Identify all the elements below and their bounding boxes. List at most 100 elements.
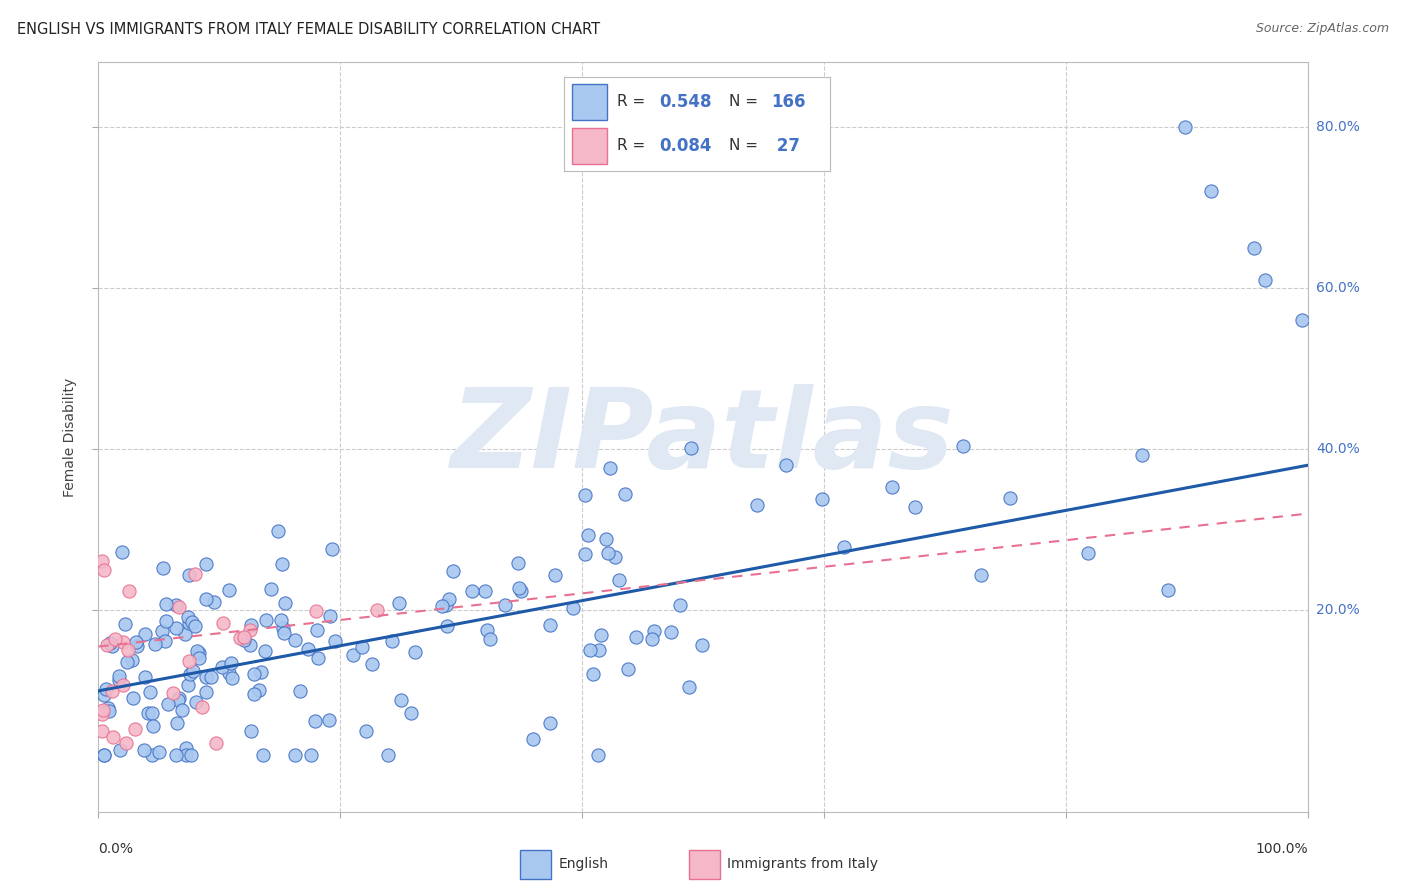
Point — [167, 600, 190, 615]
Point — [91, 554, 114, 568]
Point — [181, 615, 204, 629]
Point — [834, 540, 856, 554]
Point — [91, 724, 114, 739]
Point — [112, 678, 135, 692]
Point — [243, 688, 266, 702]
Point — [134, 670, 156, 684]
Point — [98, 704, 121, 718]
Text: 0.0%: 0.0% — [98, 842, 134, 856]
Point — [578, 643, 600, 657]
Point — [366, 603, 388, 617]
Point — [174, 740, 197, 755]
Point — [581, 666, 603, 681]
Point — [167, 693, 190, 707]
Text: Source: ZipAtlas.com: Source: ZipAtlas.com — [1256, 22, 1389, 36]
Point — [273, 626, 295, 640]
Point — [150, 624, 173, 638]
Point — [177, 678, 200, 692]
Point — [98, 636, 121, 650]
Point — [1000, 491, 1022, 506]
Point — [194, 685, 217, 699]
Text: 100.0%: 100.0% — [1256, 842, 1308, 856]
Point — [108, 669, 131, 683]
Point — [155, 614, 177, 628]
Text: Immigrants from Italy: Immigrants from Italy — [727, 857, 877, 871]
Point — [142, 719, 165, 733]
Point — [124, 722, 146, 736]
Point — [399, 706, 422, 721]
Point — [117, 655, 139, 669]
Point — [270, 613, 292, 627]
Point — [506, 556, 529, 570]
Point — [361, 657, 384, 671]
Point — [404, 645, 426, 659]
Point — [156, 697, 179, 711]
Point — [880, 480, 903, 494]
Point — [111, 635, 134, 649]
Point — [388, 596, 411, 610]
Point — [176, 610, 198, 624]
Point — [297, 642, 319, 657]
Point — [443, 565, 465, 579]
Text: ZIPatlas: ZIPatlas — [451, 384, 955, 491]
Point — [267, 524, 290, 539]
Point — [1243, 241, 1265, 255]
Point — [188, 646, 211, 660]
Point — [1253, 273, 1275, 287]
Point — [93, 748, 115, 763]
Point — [305, 604, 328, 618]
Point — [108, 742, 131, 756]
Point — [544, 568, 567, 582]
Point — [599, 461, 621, 475]
Point — [177, 615, 200, 630]
Text: 20.0%: 20.0% — [1316, 603, 1360, 617]
Point — [617, 662, 640, 676]
Point — [305, 624, 328, 638]
Point — [232, 630, 254, 644]
Point — [538, 618, 561, 632]
Point — [93, 563, 115, 577]
Point — [93, 688, 115, 702]
Point — [165, 599, 187, 613]
Point — [381, 634, 404, 648]
Point — [239, 618, 262, 632]
Point — [239, 623, 262, 637]
Point — [114, 617, 136, 632]
Point — [121, 653, 143, 667]
Point — [127, 639, 149, 653]
Point — [690, 638, 713, 652]
Text: English: English — [558, 857, 609, 871]
Point — [679, 442, 702, 456]
Point — [180, 748, 202, 763]
Point — [436, 618, 458, 632]
Point — [139, 685, 162, 699]
Point — [219, 657, 242, 671]
Point — [218, 582, 240, 597]
Point — [96, 682, 118, 697]
Y-axis label: Female Disability: Female Disability — [63, 377, 77, 497]
Point — [141, 748, 163, 763]
Point — [304, 714, 326, 729]
Point — [591, 628, 613, 642]
Point — [125, 635, 148, 649]
Point — [811, 492, 834, 507]
Point — [352, 640, 374, 655]
Point — [1199, 185, 1222, 199]
Point — [240, 723, 263, 738]
Point — [155, 597, 177, 611]
Point — [166, 715, 188, 730]
Point — [342, 648, 364, 663]
Point — [202, 594, 225, 608]
Point — [233, 633, 256, 648]
Point — [603, 549, 626, 564]
Point — [271, 621, 294, 635]
Point — [775, 458, 797, 472]
Point — [318, 713, 340, 727]
Point — [243, 666, 266, 681]
Point — [205, 736, 228, 750]
Point — [200, 670, 222, 684]
Point — [108, 673, 131, 687]
Point — [174, 748, 197, 763]
Point — [152, 561, 174, 575]
Point — [103, 730, 125, 744]
